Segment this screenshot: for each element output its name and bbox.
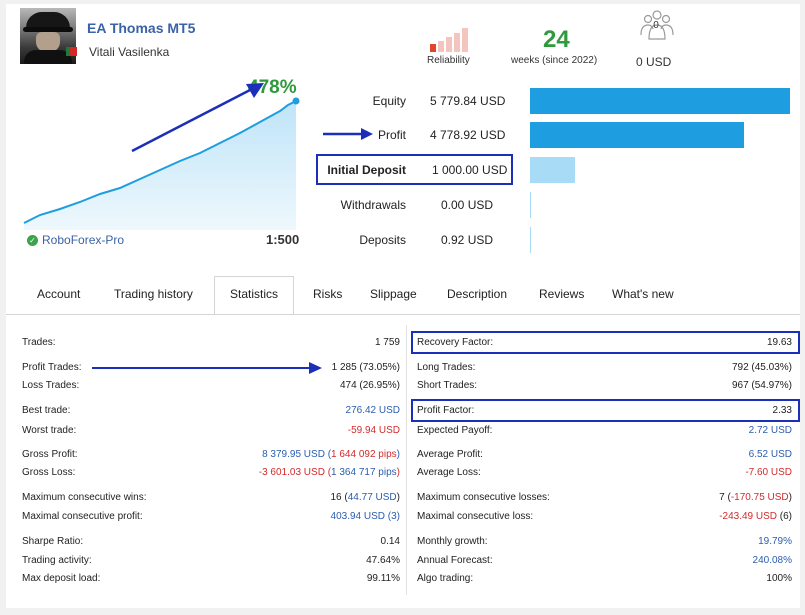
- stat-row: Monthly growth: 19.79%: [417, 536, 792, 547]
- stat-row: Expected Payoff: 2.72 USD: [417, 425, 792, 436]
- profit-label: Profit: [377, 128, 406, 142]
- weeks-label: weeks (since 2022): [511, 55, 598, 66]
- stat-row: Maximum consecutive losses: 7 (-170.75 US…: [417, 492, 792, 503]
- subscription-price: 0 USD: [636, 55, 672, 69]
- stat-row: Trades: 1 759: [22, 337, 400, 348]
- stat-row: Maximal consecutive loss: -243.49 USD (6): [417, 511, 792, 522]
- profit-bar: [530, 122, 744, 148]
- stat-row: Average Loss: -7.60 USD: [417, 467, 792, 478]
- tab-reviews[interactable]: Reviews: [539, 287, 585, 301]
- growth-value: 478%: [248, 77, 297, 98]
- profit-value: 4 778.92 USD: [430, 128, 506, 142]
- stat-row: Long Trades: 792 (45.03%): [417, 362, 792, 373]
- reliability-label: Reliability: [427, 55, 470, 66]
- stat-row: Profit Factor: 2.33: [417, 405, 792, 416]
- equity-value: 5 779.84 USD: [430, 94, 506, 108]
- growth-chart[interactable]: [20, 75, 300, 230]
- stat-row: Max deposit load: 99.11%: [22, 573, 400, 584]
- deposits-value: 0.92 USD: [441, 233, 494, 247]
- weeks-count: 24: [543, 26, 570, 53]
- withdrawals-bar: [530, 192, 531, 218]
- stat-row: Gross Profit: 8 379.95 USD (1 644 092 pip…: [22, 449, 400, 460]
- tab-risks[interactable]: Risks: [313, 287, 343, 301]
- initial-deposit-label: Initial Deposit: [327, 163, 406, 177]
- stat-row: Loss Trades: 474 (26.95%): [22, 380, 400, 391]
- annotation-arrow-growth: [131, 83, 264, 153]
- tab-account[interactable]: Account: [37, 287, 81, 301]
- stat-row: Best trade: 276.42 USD: [22, 405, 400, 416]
- equity-bar: [530, 88, 790, 114]
- tab-trading-history[interactable]: Trading history: [114, 287, 193, 301]
- tab-whats-new[interactable]: What's new: [612, 287, 674, 301]
- stat-row: Gross Loss: -3 601.03 USD (1 364 717 pips…: [22, 467, 400, 478]
- broker-name[interactable]: RoboForex-Pro: [42, 233, 125, 247]
- stat-row: Maximum consecutive wins: 16 (44.77 USD): [22, 492, 400, 503]
- deposits-bar: [530, 227, 531, 253]
- stat-row: Sharpe Ratio: 0.14: [22, 536, 400, 547]
- initial-deposit-value: 1 000.00 USD: [432, 163, 508, 177]
- annotation-arrow-profit-trades: [92, 362, 322, 374]
- leverage: 1:500: [266, 232, 300, 247]
- tab-description[interactable]: Description: [447, 287, 508, 301]
- broker-check-icon: ✓: [27, 235, 38, 246]
- avatar[interactable]: [20, 8, 76, 64]
- equity-label: Equity: [372, 94, 406, 108]
- withdrawals-label: Withdrawals: [340, 198, 406, 212]
- annotation-box-recovery-factor: [411, 331, 800, 354]
- initial-deposit-bar: [530, 157, 575, 183]
- country-flag-icon: [66, 47, 77, 56]
- signal-title[interactable]: EA Thomas MT5: [87, 20, 196, 36]
- deposits-label: Deposits: [359, 233, 406, 247]
- reliability-bars-icon: [430, 28, 476, 52]
- author-name[interactable]: Vitali Vasilenka: [89, 45, 170, 59]
- stat-row: Trading activity: 47.64%: [22, 555, 400, 566]
- withdrawals-value: 0.00 USD: [441, 198, 494, 212]
- stat-row: Worst trade: -59.94 USD: [22, 425, 400, 436]
- stat-row: Recovery Factor: 19.63: [417, 337, 792, 348]
- stat-row: Annual Forecast: 240.08%: [417, 555, 792, 566]
- stat-row: Profit Trades: 1 285 (73.05%): [22, 362, 400, 373]
- tab-bar-divider: [6, 314, 800, 315]
- stat-row: Algo trading: 100%: [417, 573, 792, 584]
- subscribers-count: 0: [653, 20, 659, 31]
- subscribers-icon: [640, 10, 674, 40]
- annotation-box-profit-factor: [411, 399, 800, 422]
- stat-row: Short Trades: 967 (54.97%): [417, 380, 792, 391]
- tab-statistics[interactable]: Statistics: [230, 287, 279, 301]
- annotation-box-initial-deposit: [316, 154, 513, 185]
- stat-row: Maximal consecutive profit: 403.94 USD (3…: [22, 511, 400, 522]
- annotation-arrow-profit: [323, 128, 373, 140]
- stats-column-divider: [406, 325, 407, 595]
- tab-slippage[interactable]: Slippage: [370, 287, 417, 301]
- active-tab-indicator: [214, 276, 294, 314]
- stat-row: Average Profit: 6.52 USD: [417, 449, 792, 460]
